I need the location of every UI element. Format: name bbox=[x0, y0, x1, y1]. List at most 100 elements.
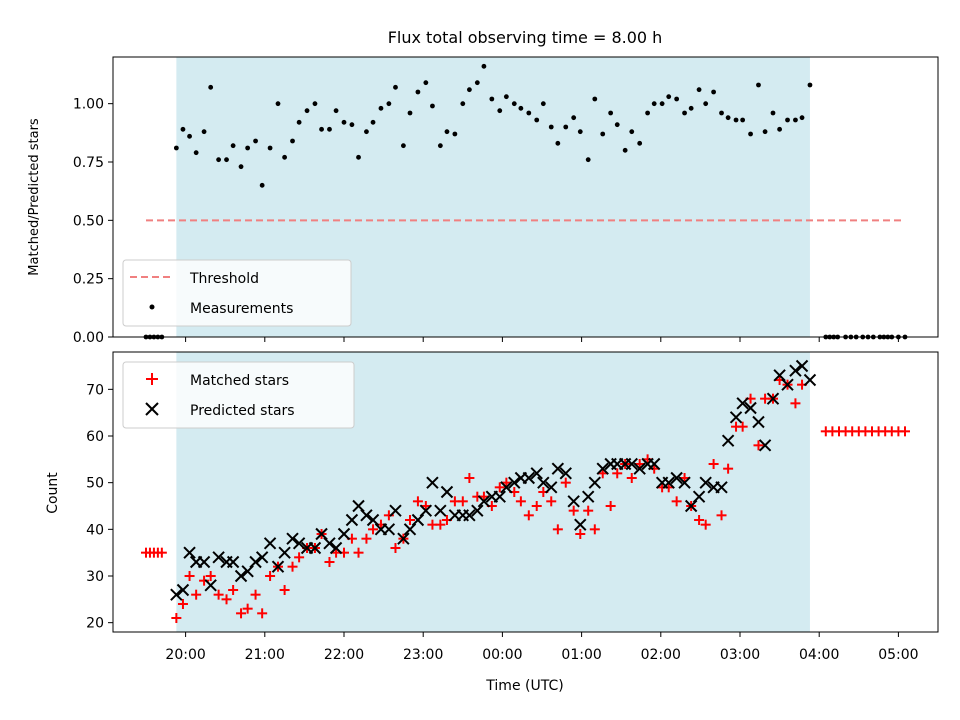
bottom-panel: 20 30 40 50 60 70 20:00 21:00 22:00 23:00 00:00 01… bbox=[45, 351, 939, 694]
matched-star-point bbox=[236, 608, 247, 619]
predicted-legend-swatch bbox=[145, 402, 159, 416]
measurement-point bbox=[296, 119, 302, 125]
predicted-star-point bbox=[197, 555, 211, 569]
predicted-star-point bbox=[176, 583, 190, 597]
measurement-point bbox=[370, 119, 376, 125]
matched-star-point bbox=[753, 440, 764, 451]
predicted-star-point bbox=[419, 504, 433, 517]
measurement-point bbox=[349, 122, 355, 128]
measurement-point bbox=[540, 101, 546, 107]
matched-star-point bbox=[184, 571, 195, 581]
measurement-point bbox=[230, 143, 236, 149]
top-axes-frame bbox=[112, 56, 939, 338]
matched-star-point bbox=[464, 473, 475, 483]
top-y-tick-label: 0.50 bbox=[73, 213, 104, 229]
measurement-point bbox=[725, 115, 731, 121]
predicted-star-point bbox=[692, 490, 706, 503]
measurement-point bbox=[201, 129, 207, 135]
matched-star-point bbox=[626, 473, 637, 483]
measurement-point bbox=[793, 117, 798, 123]
predicted-star-point bbox=[633, 462, 646, 475]
measurement-point bbox=[407, 110, 413, 116]
predicted-star-point bbox=[559, 467, 572, 480]
measurement-point bbox=[577, 129, 583, 135]
bottom-legend-box bbox=[122, 361, 355, 429]
predicted-star-point bbox=[226, 555, 240, 569]
measurement-point bbox=[267, 145, 273, 151]
x-tick-label: 01:00 bbox=[561, 647, 601, 663]
predicted-star-point bbox=[382, 523, 396, 536]
measurement-point bbox=[386, 101, 392, 107]
matched-star-point bbox=[523, 510, 534, 521]
predicted-star-point bbox=[183, 546, 196, 559]
measurement-point bbox=[571, 115, 577, 121]
matched-star-point bbox=[716, 510, 727, 521]
predicted-legend-label: Predicted stars bbox=[190, 403, 295, 419]
measurement-point bbox=[437, 143, 443, 149]
measurement-point bbox=[430, 103, 435, 109]
top-y-tick-label: 0.25 bbox=[73, 272, 104, 288]
measurement-point bbox=[585, 157, 591, 163]
measurement-point bbox=[548, 124, 554, 130]
matched-star-point bbox=[265, 571, 276, 581]
predicted-star-point bbox=[308, 541, 322, 555]
matched-star-point bbox=[612, 468, 623, 479]
predicted-star-point bbox=[255, 551, 269, 564]
measurement-point bbox=[637, 140, 643, 146]
measurement-point bbox=[187, 133, 192, 139]
measurement-point bbox=[401, 143, 406, 149]
measurement-point bbox=[733, 117, 739, 123]
matched-star-point bbox=[583, 505, 594, 516]
predicted-star-point bbox=[278, 546, 291, 559]
top-legend: Threshold Measurements bbox=[122, 259, 352, 327]
matched-legend-swatch bbox=[146, 373, 158, 385]
top-chart-title: Flux total observing time = 8.00 h bbox=[388, 28, 663, 47]
measurement-point bbox=[600, 131, 606, 137]
matched-star-point bbox=[294, 552, 305, 563]
predicted-star-point bbox=[493, 490, 506, 503]
predicted-star-point bbox=[662, 476, 675, 489]
measurement-point bbox=[696, 87, 702, 93]
measurement-point bbox=[740, 117, 746, 123]
measurement-point bbox=[259, 182, 265, 188]
top-y-tick-label: 0.00 bbox=[73, 330, 104, 346]
matched-star-point bbox=[568, 505, 579, 516]
matched-legend-label: Matched stars bbox=[190, 373, 289, 389]
matched-star-point bbox=[242, 603, 253, 614]
predicted-star-point bbox=[286, 532, 299, 545]
measurement-point bbox=[415, 89, 421, 95]
predicted-star-point bbox=[337, 527, 351, 541]
threshold-legend-label: Threshold bbox=[189, 271, 259, 287]
predicted-star-point bbox=[263, 537, 277, 550]
predicted-star-point bbox=[440, 485, 454, 499]
measurement-point bbox=[282, 154, 287, 160]
matched-star-point bbox=[694, 515, 705, 525]
measurement-point bbox=[333, 108, 339, 114]
measurement-point bbox=[224, 157, 229, 163]
predicted-star-point bbox=[736, 397, 749, 410]
predicted-star-point bbox=[212, 551, 225, 564]
measurement-point bbox=[711, 89, 716, 95]
measurement-point bbox=[423, 80, 429, 86]
measurement-point bbox=[645, 110, 650, 116]
measurement-point bbox=[312, 101, 318, 107]
measurement-point bbox=[173, 145, 179, 151]
measurement-point bbox=[651, 101, 657, 107]
bottom-axes-frame bbox=[112, 351, 939, 633]
x-tick-label: 21:00 bbox=[245, 647, 285, 663]
top-y-tick-label: 0.75 bbox=[73, 155, 104, 171]
measurement-point bbox=[460, 101, 466, 107]
measurement-point bbox=[629, 129, 635, 135]
measurement-point bbox=[659, 101, 665, 107]
top-legend-box bbox=[122, 259, 352, 327]
predicted-star-point bbox=[234, 569, 248, 583]
matched-star-point bbox=[405, 515, 415, 525]
top-y-axis-label: Matched/Predicted stars bbox=[27, 118, 42, 276]
bottom-y-tick-label: 60 bbox=[86, 429, 104, 445]
predicted-star-point bbox=[551, 462, 565, 475]
matched-star-point bbox=[279, 585, 290, 595]
predicted-star-point bbox=[744, 401, 757, 415]
matched-star-point bbox=[494, 482, 505, 493]
measurement-point bbox=[341, 119, 347, 125]
